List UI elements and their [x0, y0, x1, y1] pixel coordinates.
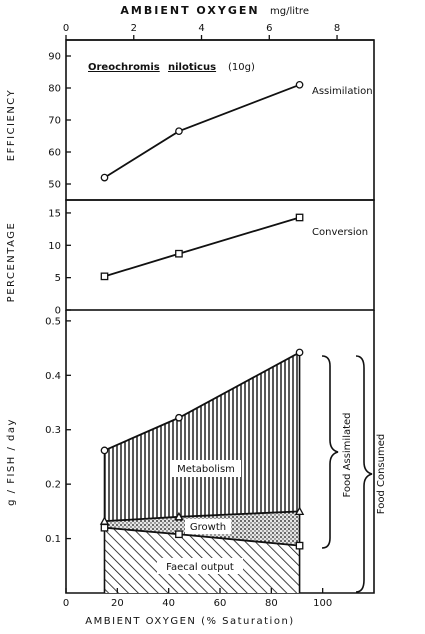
top-tick-label-8: 8	[334, 23, 340, 34]
consumed-bracket-label: Food Consumed	[376, 434, 387, 514]
y-tick-label-80: 80	[48, 84, 61, 95]
x-tick-label-80: 80	[265, 598, 278, 609]
y-tick-label-5: 5	[55, 273, 61, 284]
budget-point-0-2	[295, 348, 304, 357]
assimilation-point-2	[295, 80, 304, 89]
budget-series	[99, 348, 305, 550]
budget-point-2-2	[295, 541, 304, 550]
x-tick-label-60: 60	[214, 598, 227, 609]
conversion-point-0	[100, 272, 109, 281]
percentage-y-label: PERCENTAGE	[6, 222, 17, 303]
y-tick-label-50: 50	[48, 180, 61, 191]
budget-point-0-0	[100, 446, 109, 455]
y-tick-label-90: 90	[48, 52, 61, 63]
x-tick-label-0: 0	[63, 598, 69, 609]
metabolism-area	[104, 352, 300, 522]
top-tick-label-6: 6	[266, 23, 272, 34]
y-tick-label-0.1: 0.1	[45, 534, 61, 545]
growth-label: Growth	[190, 522, 226, 533]
y-tick-label-0: 0	[55, 306, 61, 317]
y-tick-label-0.5: 0.5	[45, 316, 61, 327]
y-tick-label-0.4: 0.4	[45, 371, 61, 382]
efficiency-y-ticks: 50 60 70 80 90	[48, 52, 71, 191]
y-tick-label-15: 15	[48, 208, 61, 219]
percentage-panel-frame	[65, 199, 375, 311]
budget-point-2-0	[100, 523, 109, 532]
y-tick-label-0.3: 0.3	[45, 425, 61, 436]
budget-y-label: g / FISH / day	[6, 418, 17, 506]
top-axis: 0 2 4 6 8 AMBIENT OXYGEN mg/litre	[63, 4, 374, 41]
budget-x-ticks: 0 20 40 60 80 100	[63, 588, 332, 609]
percentage-panel: 0 5 10 15 PERCENTAGE Conversion	[6, 199, 375, 317]
budget-point-1-1	[174, 511, 184, 521]
energy-budget-panel: 0.1 0.2 0.3 0.4 0.5 0 20 40 60 80 100 g / FISH / …	[6, 310, 387, 627]
y-tick-label-60: 60	[48, 148, 61, 159]
conversion-series	[100, 213, 304, 281]
budget-y-ticks: 0.1 0.2 0.3 0.4 0.5	[45, 316, 71, 545]
top-axis-ticks: 0 2 4 6 8	[63, 23, 340, 40]
top-tick-label-0: 0	[63, 23, 69, 34]
x-tick-label-20: 20	[111, 598, 124, 609]
x-tick-label-40: 40	[162, 598, 175, 609]
conversion-point-2	[295, 213, 304, 222]
percentage-y-ticks: 0 5 10 15	[48, 208, 71, 317]
efficiency-panel: 50 60 70 80 90 EFFICIENCY Oreochromis niloti…	[6, 39, 375, 201]
assimilation-series	[100, 80, 304, 182]
consumed-bracket	[355, 355, 373, 593]
assimilation-line	[104, 83, 300, 179]
budget-point-2-1	[175, 530, 183, 539]
assimilation-label: Assimilation	[312, 86, 373, 97]
top-axis-unit: mg/litre	[270, 6, 309, 17]
species-size: (10g)	[228, 62, 255, 73]
y-tick-label-10: 10	[48, 241, 61, 252]
x-tick-label-100: 100	[313, 598, 332, 609]
budget-point-1-2	[294, 506, 305, 516]
species-name: niloticus	[168, 62, 216, 73]
assimilated-bracket	[321, 355, 339, 549]
budget-x-label: AMBIENT OXYGEN (% Saturation)	[85, 616, 294, 627]
assimilation-point-0	[100, 173, 109, 182]
top-tick-label-2: 2	[131, 23, 137, 34]
assimilation-point-1	[175, 127, 183, 136]
growth-label-bg	[185, 519, 231, 534]
efficiency-y-label: EFFICIENCY	[6, 89, 17, 161]
top-tick-label-4: 4	[198, 23, 204, 34]
species-title: Oreochromis niloticus (10g)	[88, 62, 255, 73]
faecal-label-bg	[157, 558, 243, 574]
y-tick-label-70: 70	[48, 116, 61, 127]
conversion-line	[104, 216, 300, 278]
budget-point-0-1	[175, 413, 183, 422]
conversion-point-1	[175, 249, 183, 258]
assimilated-bracket-label: Food Assimilated	[342, 412, 353, 497]
faecal-label: Faecal output	[166, 562, 234, 573]
metabolism-label-bg	[171, 460, 241, 477]
y-tick-label-0.2: 0.2	[45, 480, 61, 491]
species-genus: Oreochromis	[88, 62, 160, 73]
conversion-label: Conversion	[312, 227, 368, 238]
metabolism-label: Metabolism	[177, 464, 235, 475]
top-axis-label: AMBIENT OXYGEN	[120, 4, 259, 17]
